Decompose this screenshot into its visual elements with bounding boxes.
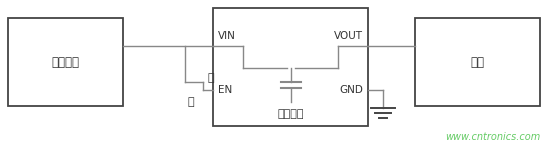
Text: GND: GND [339,85,363,95]
Text: 关: 关 [188,97,195,107]
Text: 开: 开 [207,73,213,83]
Text: VOUT: VOUT [334,31,363,41]
Bar [213,8,368,126]
Text: 负载: 负载 [470,55,485,69]
Text: www.cntronics.com: www.cntronics.com [445,132,540,142]
Text: EN: EN [218,85,232,95]
Bar [415,18,540,106]
Text: VIN: VIN [218,31,236,41]
Bar [8,18,123,106]
Text: 电源开关: 电源开关 [52,55,80,69]
Text: 负载开关: 负载开关 [277,109,304,119]
